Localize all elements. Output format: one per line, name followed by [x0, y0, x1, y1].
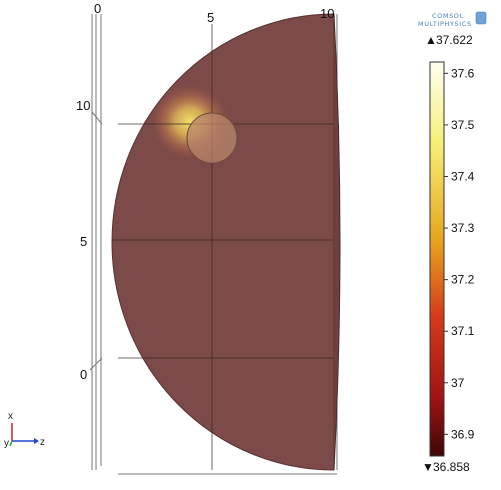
colorbar-tick-label: 36.9: [451, 427, 475, 441]
tick-label-top-0: 0: [94, 1, 101, 16]
colorbar-tick-label: 37.3: [451, 221, 475, 235]
tick-label-top-10: 10: [320, 6, 334, 21]
hemisphere-flat-edge: [333, 13, 341, 471]
comsol-logo: COMSOL MULTIPHYSICS: [418, 11, 487, 28]
colorbar-tick-label: 37.2: [451, 273, 475, 287]
colorbar-tick-label: 37.4: [451, 169, 475, 183]
triad-z-label: z: [40, 437, 45, 448]
logo-cube-icon: [475, 11, 487, 25]
colorbar-tick-label: 37.6: [451, 66, 475, 80]
axis-triad: x y z: [4, 411, 45, 449]
triad-y-label: y: [4, 438, 9, 449]
source-sphere: [186, 112, 238, 164]
colorbar: ▲ 37.622 37.637.537.437.337.237.13736.9 …: [422, 33, 475, 474]
colorbar-tick-label: 37.1: [451, 324, 475, 338]
logo-line1: COMSOL: [432, 12, 464, 20]
colorbar-max-marker: ▲: [425, 33, 437, 47]
triad-z-arrow-icon: [34, 438, 39, 444]
hemisphere-body: [111, 13, 335, 471]
colorbar-tick-label: 37: [451, 376, 465, 390]
tick-label-top-5: 5: [207, 10, 214, 25]
tick-label-left-5: 5: [80, 234, 87, 249]
logo-line2: MULTIPHYSICS: [418, 20, 472, 28]
colorbar-max-label: 37.622: [436, 33, 473, 47]
tick-label-left-0: 0: [80, 367, 87, 382]
colorbar-tick-label: 37.5: [451, 118, 475, 132]
tick-label-left-10: 10: [76, 98, 90, 113]
triad-y-axis: [9, 440, 13, 447]
colorbar-min-label: 36.858: [433, 460, 470, 474]
colorbar-gradient: [429, 61, 445, 457]
colorbar-min-marker: ▼: [422, 460, 434, 474]
colorbar-ticks: 37.6 37.5 37.4 37.3 37.2 37.1 37 36.9: [444, 66, 475, 441]
triad-x-label: x: [8, 411, 13, 422]
